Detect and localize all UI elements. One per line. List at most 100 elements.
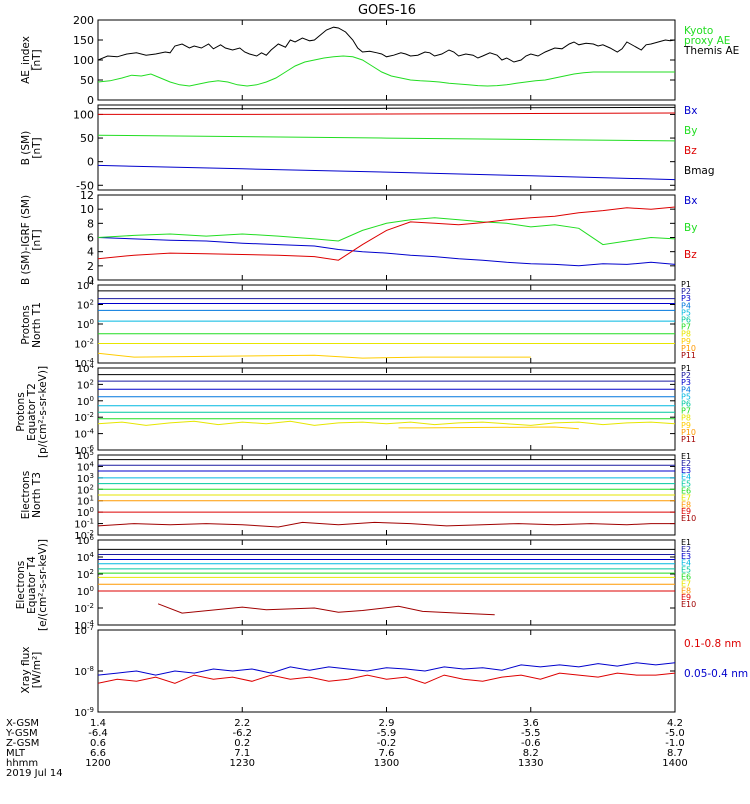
footer-row-label: Y-GSM <box>5 728 38 739</box>
panel-label: ProtonsNorth T1 <box>20 302 43 348</box>
legend-item: E4 <box>681 473 691 482</box>
legend-item: Bx <box>684 105 697 117</box>
panel-7: 10-4 10-2 100 102 104 106 ElectronsEquator T4[… <box>15 534 696 632</box>
footer-value: 8.7 <box>667 748 683 759</box>
y-tick-label: 0 <box>87 94 94 107</box>
legend-item: E5 <box>681 566 691 575</box>
legend-item: P9 <box>681 421 691 430</box>
series-line-bz <box>98 206 675 261</box>
series-line-bx <box>98 164 675 181</box>
y-tick-label: 100 <box>77 395 94 408</box>
y-tick-label: 200 <box>73 14 94 27</box>
panel-2: -50 0 50 100 B (SM)[nT] Bx By Bz Bmag <box>20 104 715 192</box>
footer-value: 3.6 <box>523 718 539 729</box>
series-group <box>98 206 675 267</box>
legend-item: P7 <box>681 407 691 416</box>
footer-value: -1.0 <box>665 738 685 749</box>
footer-row-label: Z-GSM <box>6 738 39 749</box>
panel-frame <box>97 19 676 101</box>
legend-item: E7 <box>681 579 691 588</box>
footer-value: -6.4 <box>88 728 108 739</box>
series-line-0-05-0-4-nm <box>98 662 675 676</box>
panel-frame <box>97 194 676 281</box>
y-tick-label: 100 <box>73 108 94 121</box>
y-tick-label: 8 <box>87 217 94 230</box>
legend-item: P8 <box>681 330 691 339</box>
y-tick-label: 0 <box>87 156 94 169</box>
series-group <box>98 459 675 528</box>
series-line-by <box>98 217 675 246</box>
y-tick-label: 102 <box>77 378 94 391</box>
legend-item: E10 <box>681 600 696 609</box>
legend-item: Bx <box>684 195 697 207</box>
y-tick-label: 10-2 <box>74 411 94 424</box>
legend-item: By <box>684 125 697 137</box>
y-tick-label: 10 <box>80 203 94 216</box>
legend-item: P5 <box>681 392 691 401</box>
legend-item: E5 <box>681 480 691 489</box>
legend-item: P11 <box>681 351 696 360</box>
legend-item: P1 <box>681 280 691 289</box>
y-tick-label: 10-4 <box>74 428 94 441</box>
footer-row-label: X-GSM <box>6 718 39 729</box>
y-tick-label: 102 <box>77 483 94 496</box>
footer-value: 1.4 <box>90 718 106 729</box>
legend-item: E8 <box>681 586 691 595</box>
y-tick-label: 12 <box>80 189 94 202</box>
series-line-p9 <box>398 426 579 430</box>
series-line-p8 <box>98 420 675 426</box>
y-tick-label: 10-2 <box>74 338 94 351</box>
legend-item: E7 <box>681 493 691 502</box>
legend-item: E3 <box>681 552 691 561</box>
y-tick-label: 0 <box>87 274 94 287</box>
legend-item: Themis AE <box>683 45 739 57</box>
series-line-bz <box>98 112 675 115</box>
panel-frame <box>97 367 676 451</box>
panel-5: 10-6 10-4 10-2 100 102 104 ProtonsEquator T2[p… <box>15 362 696 458</box>
footer-value: 4.2 <box>667 718 683 729</box>
legend-item: E1 <box>681 538 691 547</box>
legend-item: P10 <box>681 344 696 353</box>
legend-item: P3 <box>681 378 691 387</box>
y-tick-label: 100 <box>73 54 94 67</box>
legend-item: 0.05-0.4 nm <box>684 668 748 680</box>
y-tick-label: 103 <box>77 472 94 485</box>
footer-value: 0.2 <box>234 738 250 749</box>
footer-value: -5.0 <box>665 728 685 739</box>
footer-value: 1300 <box>374 758 399 769</box>
legend-item: 0.1-0.8 nm <box>684 638 741 650</box>
y-tick-label: 10-4 <box>74 619 94 632</box>
legend-item: P11 <box>681 435 696 444</box>
legend-item: Bz <box>684 249 697 261</box>
y-tick-label: -50 <box>76 179 94 192</box>
panel-frame <box>97 284 676 364</box>
y-tick-label: 10-2 <box>74 602 94 615</box>
panel-8: 10-9 10-8 10-7 Xray flux[W/m²] 0.1-0.8 nm 0.0… <box>20 624 748 719</box>
panel-frame <box>97 539 676 626</box>
series-line-bx <box>98 237 675 267</box>
footer-value: 2.2 <box>234 718 250 729</box>
panel-label: Xray flux[W/m²] <box>20 647 43 694</box>
y-tick-label: 104 <box>77 551 95 564</box>
legend-item: E2 <box>681 545 691 554</box>
legend-item: P2 <box>681 371 691 380</box>
legend-item: E8 <box>681 500 691 509</box>
legend-item: P6 <box>681 400 691 409</box>
panel-label: ElectronsNorth T3 <box>20 471 43 520</box>
y-tick-label: 4 <box>87 246 94 259</box>
footer-value: 6.6 <box>90 748 106 759</box>
y-tick-label: 10-4 <box>74 357 94 370</box>
legend-item: P4 <box>681 301 691 310</box>
legend-item: P6 <box>681 316 691 325</box>
legend-item: By <box>684 222 697 234</box>
series-group <box>98 26 675 87</box>
legend-item: P2 <box>681 287 691 296</box>
y-tick-label: 6 <box>87 232 94 245</box>
panel-label: B (SM)-IGRF (SM)[nT] <box>20 195 43 285</box>
legend-item: P10 <box>681 428 696 437</box>
series-group <box>98 662 675 684</box>
